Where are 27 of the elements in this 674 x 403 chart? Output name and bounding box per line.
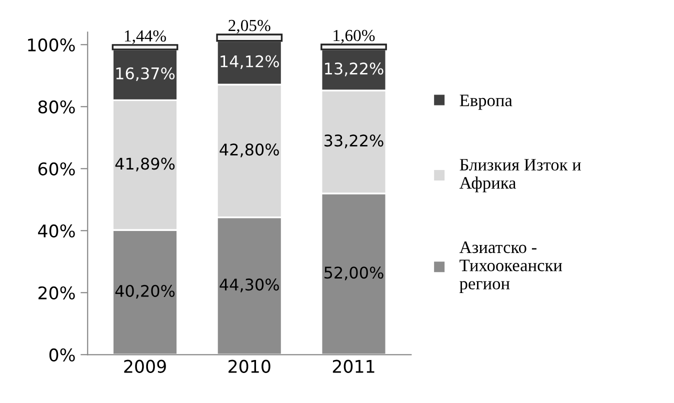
bar bbox=[112, 44, 178, 50]
y-tick-label: 100% bbox=[28, 38, 75, 52]
y-tick-label: 60% bbox=[38, 162, 75, 176]
y-tick-label: 80% bbox=[38, 100, 75, 114]
data-label: 1,60% bbox=[334, 30, 375, 44]
data-label: 40,20% bbox=[115, 284, 175, 299]
legend-label: Близкия Изток и Африка bbox=[459, 159, 581, 192]
x-tick-label: 2009 bbox=[124, 360, 166, 373]
data-label: 2,05% bbox=[228, 20, 270, 34]
data-label: 1,44% bbox=[124, 30, 166, 44]
data-label: 14,12% bbox=[220, 55, 279, 70]
data-label: 16,37% bbox=[116, 67, 175, 82]
data-label: 33,22% bbox=[324, 134, 384, 148]
data-label: 41,89% bbox=[115, 158, 175, 172]
x-tick-label: 2010 bbox=[228, 360, 270, 373]
bar bbox=[320, 44, 387, 50]
data-label: 42,80% bbox=[220, 144, 279, 158]
bar bbox=[216, 34, 283, 42]
data-label: 44,30% bbox=[220, 278, 279, 292]
y-tick-label: 0% bbox=[49, 348, 75, 362]
y-tick-label: 40% bbox=[38, 224, 75, 238]
legend-label: Европа bbox=[460, 94, 512, 110]
data-label: 52,00% bbox=[324, 266, 384, 280]
x-tick-label: 2011 bbox=[332, 360, 374, 373]
data-label: 13,22% bbox=[325, 62, 384, 76]
legend-label: Азиатско - Тихоокеански регион bbox=[459, 241, 562, 293]
y-tick-label: 20% bbox=[38, 286, 75, 300]
